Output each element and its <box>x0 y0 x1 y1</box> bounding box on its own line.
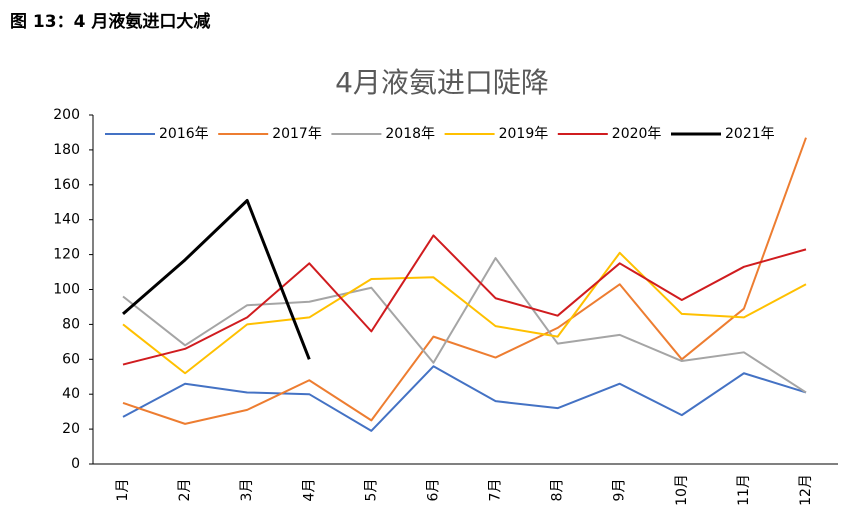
y-tick-label: 0 <box>71 456 80 472</box>
caption: 图 13：4 月液氨进口大减 <box>10 11 210 32</box>
y-tick-label: 20 <box>62 421 80 437</box>
x-tick-label: 9月 <box>612 479 628 502</box>
x-tick-label: 1月 <box>115 479 131 502</box>
y-tick-label: 200 <box>53 107 80 123</box>
series-line <box>122 251 807 375</box>
x-tick-label: 12月 <box>798 474 814 506</box>
legend-label: 2021年 <box>725 126 775 142</box>
legend-label: 2017年 <box>272 126 322 142</box>
y-tick-label: 140 <box>53 212 80 228</box>
x-tick-label: 8月 <box>550 479 566 502</box>
x-tick-label: 11月 <box>736 474 752 506</box>
series-line <box>122 365 807 432</box>
y-tick-label: 40 <box>62 386 80 402</box>
x-tick-label: 7月 <box>488 479 504 502</box>
x-tick-label: 10月 <box>674 474 690 506</box>
x-tick-label: 4月 <box>301 479 317 502</box>
legend-label: 2020年 <box>612 126 662 142</box>
series-line <box>122 137 807 425</box>
y-tick-label: 160 <box>53 177 80 193</box>
y-tick-label: 60 <box>62 351 80 367</box>
x-tick-label: 6月 <box>425 479 441 502</box>
y-tick-label: 80 <box>62 316 80 332</box>
y-tick-label: 100 <box>53 282 80 298</box>
legend-label: 2016年 <box>159 126 209 142</box>
legend-label: 2018年 <box>385 126 435 142</box>
x-tick-label: 2月 <box>177 479 193 502</box>
series-line <box>122 257 807 394</box>
x-tick-label: 3月 <box>239 479 255 502</box>
chart-title: 4月液氨进口陡降 <box>335 66 549 99</box>
y-tick-label: 180 <box>53 142 80 158</box>
y-tick-label: 120 <box>53 247 80 263</box>
x-tick-label: 5月 <box>363 479 379 502</box>
legend-label: 2019年 <box>499 126 549 142</box>
series-line <box>122 234 807 366</box>
series-line <box>122 199 311 360</box>
